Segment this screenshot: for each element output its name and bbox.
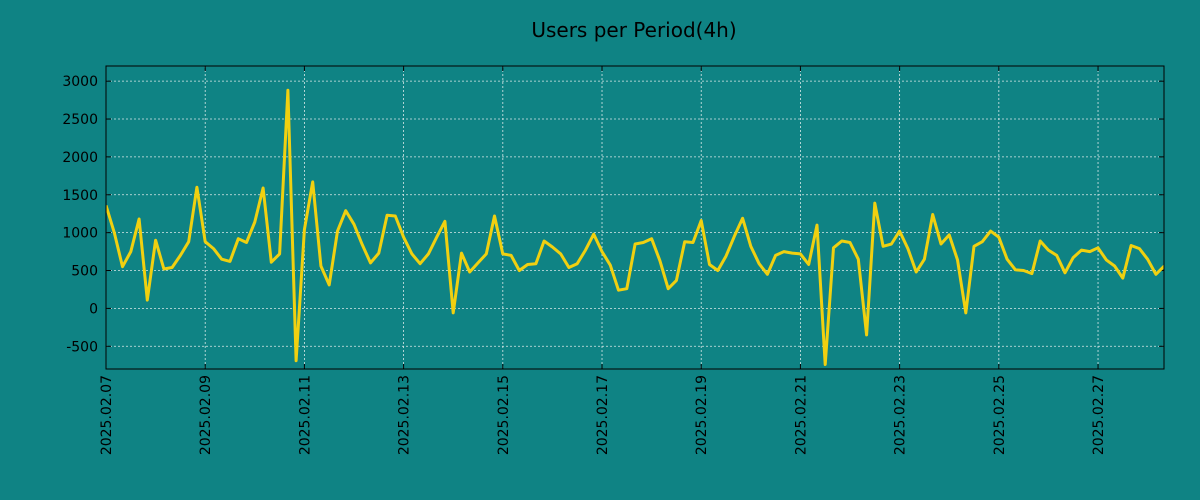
y-axis: -500 0 500 1000 1500 2000 2500 3000 [62, 74, 1164, 355]
x-tick-label: 2025.02.23 [893, 375, 909, 455]
y-tick-label: 0 [89, 301, 98, 317]
x-tick-label: 2025.02.19 [694, 375, 710, 455]
series-line-users [106, 88, 1164, 366]
x-tick-label: 2025.02.07 [99, 375, 115, 455]
x-tick-label: 2025.02.21 [793, 375, 809, 455]
x-tick-label: 2025.02.25 [992, 375, 1008, 455]
x-tick-label: 2025.02.17 [595, 375, 611, 455]
y-tick-label: 3000 [62, 74, 98, 90]
x-axis: 2025.02.07 2025.02.09 2025.02.11 2025.02.13… [99, 66, 1107, 455]
plot-area [106, 66, 1164, 369]
y-tick-label: 1500 [62, 188, 98, 204]
y-tick-label: 1000 [62, 226, 98, 242]
x-tick-label: 2025.02.11 [297, 375, 313, 455]
y-tick-label: -500 [66, 339, 98, 355]
y-tick-label: 2500 [62, 112, 98, 128]
x-tick-label: 2025.02.15 [496, 375, 512, 455]
grid-lines [105, 66, 1164, 369]
plot-frame [105, 65, 1165, 370]
y-tick-label: 500 [71, 264, 98, 280]
y-tick-label: 2000 [62, 150, 98, 166]
x-tick-label: 2025.02.13 [397, 375, 413, 455]
x-tick-label: 2025.02.27 [1091, 375, 1107, 455]
chart-title: Users per Period(4h) [531, 18, 736, 42]
x-tick-label: 2025.02.09 [198, 375, 214, 455]
